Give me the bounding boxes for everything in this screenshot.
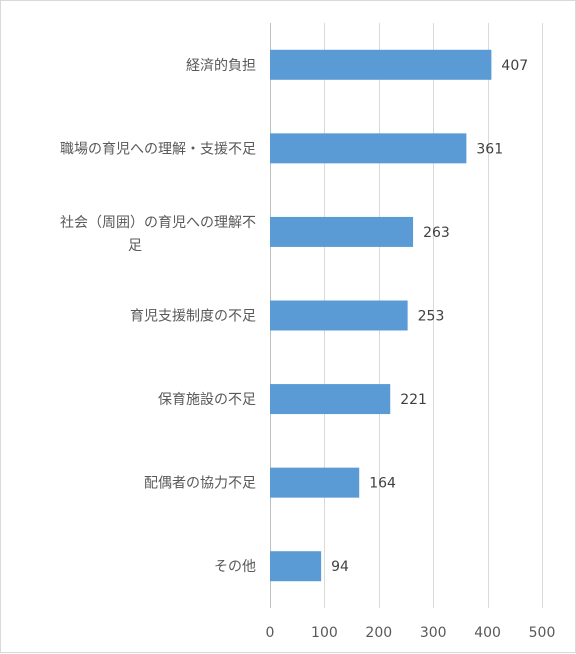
x-tick-label: 100 (311, 625, 338, 641)
category-label: 保育施設の不足 (158, 392, 256, 408)
bar (270, 467, 360, 498)
category-label: 配偶者の協力不足 (144, 476, 256, 492)
data-label: 164 (369, 476, 396, 492)
data-label: 253 (418, 309, 445, 325)
data-label: 94 (331, 559, 349, 575)
category-label-continued: 足 (128, 238, 142, 254)
category-label: 育児支援制度の不足 (130, 309, 256, 325)
x-tick-label: 200 (365, 625, 392, 641)
x-tick-label: 300 (420, 625, 447, 641)
data-label: 407 (501, 58, 528, 74)
x-tick-label: 0 (266, 625, 275, 641)
data-label: 263 (423, 225, 450, 241)
bar (270, 133, 467, 164)
category-label: 経済的負担 (186, 58, 256, 74)
category-label: 職場の育児への理解・支援不足 (60, 141, 256, 157)
bar (270, 384, 391, 415)
bar (270, 300, 408, 331)
bar (270, 551, 322, 582)
data-label: 361 (476, 141, 503, 157)
x-tick-label: 400 (474, 625, 501, 641)
category-label: 社会（周囲）の育児への理解不 (60, 215, 256, 231)
x-tick-label: 500 (529, 625, 556, 641)
bar (270, 216, 414, 247)
category-label: その他 (214, 559, 256, 575)
data-label: 221 (400, 392, 427, 408)
bar (270, 49, 492, 80)
